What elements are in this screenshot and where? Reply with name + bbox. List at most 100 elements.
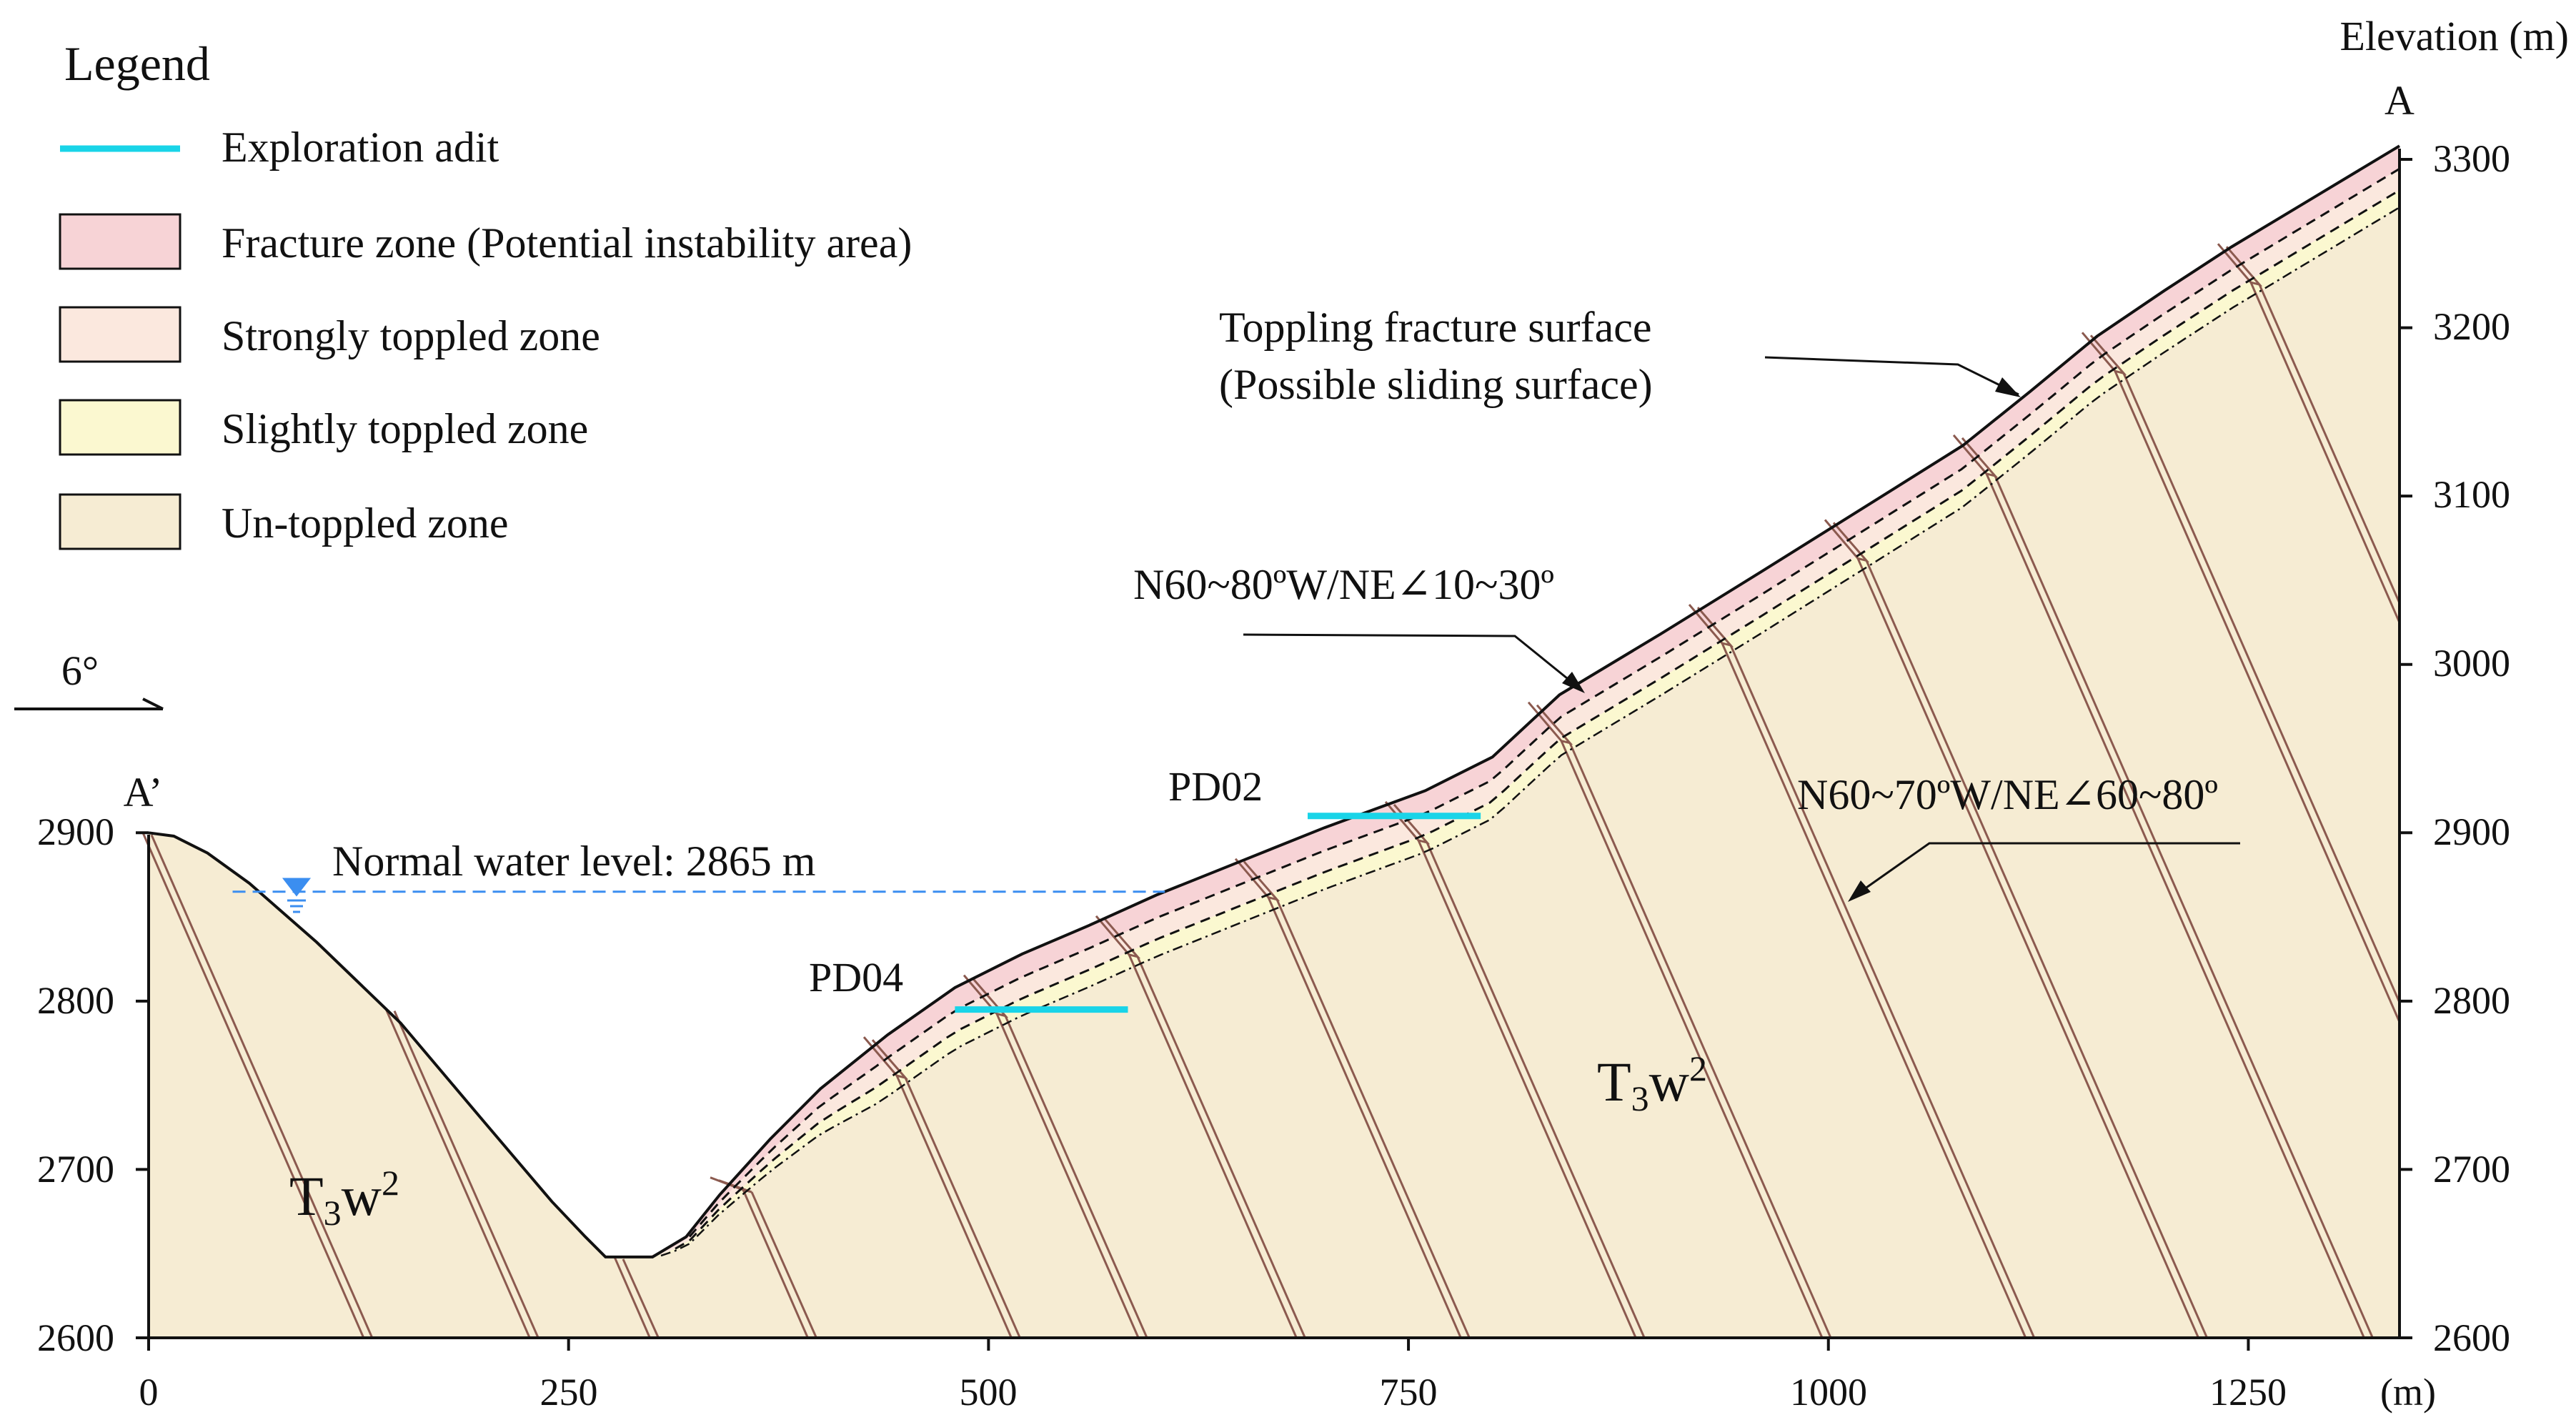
direction-angle-label: 6° [61, 647, 99, 694]
toppling-fracture-surface-line [688, 167, 2400, 1238]
section-end-left-label: A’ [124, 769, 163, 815]
legend-label-fracture: Fracture zone (Potential instability are… [222, 219, 912, 267]
legend-swatch-untoppled [59, 493, 181, 550]
legend-label-slight: Slightly toppled zone [222, 405, 588, 452]
bedding-plane-line [2258, 284, 2401, 604]
x-tick: 500 [960, 1371, 1018, 1414]
bedding-plane-line [2122, 372, 2401, 1003]
slightly-toppled-zone-fill [647, 146, 2400, 1257]
x-tick: 1000 [1790, 1371, 1867, 1414]
adit-pd02-label: PD02 [1168, 763, 1263, 810]
strata-sup: 2 [382, 1163, 399, 1203]
joint-orientation-arrow-icon [1562, 672, 1585, 693]
bedding-plane-line [613, 1256, 651, 1339]
y-tick-left: 2900 [37, 810, 114, 853]
y-tick-right: 2700 [2433, 1148, 2510, 1191]
legend-title: Legend [64, 36, 210, 91]
direction-arrow-icon [142, 697, 164, 710]
sliding-surface-leader-line [1764, 356, 2019, 396]
bedding-planes [141, 243, 2401, 1339]
toppled-bedding-bend [862, 1036, 909, 1080]
toppled-bedding-bend [963, 974, 1009, 1018]
strata-main: T [289, 1165, 324, 1227]
bedding-plane-line [2249, 282, 2401, 623]
water-level-triangle-icon [282, 878, 312, 897]
bedding-plane-line [904, 1077, 1021, 1339]
bedding-plane-line [1568, 743, 1832, 1339]
bedding-plane-line [1560, 740, 1824, 1339]
right-y-tick-labels: 2600 2700 2800 2900 3000 3100 3200 3300 [2433, 137, 2510, 1359]
x-tick: 250 [540, 1371, 598, 1414]
x-axis-unit: (m) [2380, 1371, 2436, 1414]
sliding-surface-annotation-line2: (Possible sliding surface) [1219, 361, 1653, 408]
section-end-right-label: A [2384, 77, 2415, 124]
bedding-plane-line [895, 1075, 1013, 1339]
bedding-plane-line [1994, 475, 2374, 1339]
fracture-zone-fill [647, 146, 2400, 1257]
toppled-bedding-bend [1824, 519, 1870, 563]
bedding-plane-line [1004, 1016, 1148, 1339]
y-tick-right: 2600 [2433, 1316, 2510, 1359]
zone-boundaries [660, 167, 2400, 1257]
x-tick: 750 [1380, 1371, 1438, 1414]
water-level-symbol [282, 878, 312, 913]
bedding-plane-line [742, 1189, 809, 1339]
bedding-plane-line [1417, 840, 1637, 1339]
strata-sub: 3 [324, 1193, 342, 1233]
bedding-plane-line [1275, 899, 1471, 1339]
y-tick-right: 2800 [2433, 979, 2510, 1022]
bedding-plane-line [1128, 954, 1298, 1339]
bedding-plane-line [995, 1013, 1140, 1339]
zones [149, 146, 2400, 1339]
bedding-plane-line [1721, 642, 2027, 1339]
legend-swatch-strong [59, 306, 181, 363]
bedding-plane-line [1985, 473, 2365, 1339]
legend-label-strong: Strongly toppled zone [222, 312, 600, 359]
water-level-label: Normal water level: 2865 m [332, 838, 815, 885]
legend-label-untoppled: Un-toppled zone [222, 500, 509, 547]
bedding-plane-line [1136, 956, 1306, 1339]
left-y-tick-labels: 2600 2700 2800 2900 [37, 810, 114, 1359]
axes-frame [147, 149, 2401, 1339]
toppled-bedding-bend [1527, 701, 1573, 745]
y-tick-left: 2600 [37, 1316, 114, 1359]
sliding-surface-arrow-icon [1995, 377, 2021, 397]
strata-main: T [1597, 1051, 1631, 1113]
y-tick-right: 3300 [2433, 137, 2510, 180]
slightly-toppled-boundary-line [660, 207, 2400, 1257]
legend-swatch-slight [59, 399, 181, 456]
bedding-orientation-arrow-icon [1848, 880, 1871, 902]
y-axis-title: Elevation (m) [2339, 13, 2569, 59]
y-tick-left: 2800 [37, 979, 114, 1022]
toppled-bedding-bend [1234, 858, 1280, 902]
x-tick: 1250 [2209, 1371, 2287, 1414]
bedding-orientation-annotation: N60~70ºW/NE∠60~80º [1797, 771, 2218, 818]
y-tick-right: 2900 [2433, 810, 2510, 853]
bedding-plane-line [141, 832, 365, 1339]
bedding-plane-line [622, 1258, 660, 1339]
ground-surface-profile [148, 144, 2401, 1258]
bedding-plane-line [384, 1008, 531, 1339]
untoppled-zone-fill [149, 146, 2400, 1339]
toppled-bedding-bend [2081, 332, 2127, 375]
bedding-plane-line [1729, 645, 2036, 1339]
bedding-plane-line [750, 1191, 817, 1339]
bedding-plane-line [1267, 897, 1462, 1339]
y-tick-left: 2700 [37, 1148, 114, 1191]
strata-label-right: T3w2 [1597, 1048, 1707, 1118]
sliding-surface-annotation-line1: Toppling fracture surface [1219, 304, 1652, 351]
y-tick-right: 3100 [2433, 473, 2510, 516]
bedding-plane-line [393, 1011, 539, 1339]
bedding-plane-line [2114, 370, 2401, 1023]
y-tick-right: 3200 [2433, 305, 2510, 348]
axis-ticks [136, 158, 2412, 1351]
strata-tail: w [1649, 1051, 1689, 1113]
bedding-plane-line [1426, 842, 1646, 1339]
bedding-orientation-leader-line [1851, 842, 2240, 899]
strongly-toppled-boundary-line [675, 189, 2400, 1250]
strata-tail: w [342, 1165, 382, 1227]
bedding-plane-line [1856, 557, 2199, 1339]
y-tick-right: 3000 [2433, 642, 2510, 685]
x-tick-labels: 0 250 500 750 1000 1250 [139, 1371, 2287, 1414]
